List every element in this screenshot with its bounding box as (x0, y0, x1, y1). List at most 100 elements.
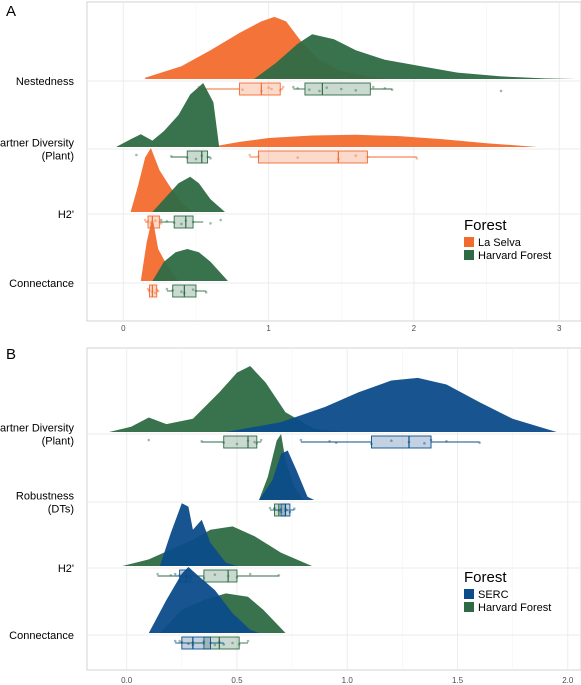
category-label: Partner Diversity (Plant) (0, 138, 75, 163)
data-point (200, 154, 204, 157)
data-point (148, 289, 151, 292)
data-point (293, 507, 296, 510)
legend-swatch (464, 602, 474, 612)
data-point (370, 442, 373, 446)
box (173, 215, 194, 229)
data-point (194, 157, 198, 161)
data-point (204, 291, 208, 294)
data-point (299, 438, 303, 442)
data-point (268, 506, 272, 510)
category-label: H2' (58, 209, 74, 221)
x-tick-label: 2.0 (562, 676, 574, 685)
data-point (213, 643, 217, 647)
data-point (371, 85, 375, 89)
data-point (202, 640, 206, 643)
data-point (270, 87, 273, 91)
data-point (173, 639, 177, 643)
data-point (173, 572, 177, 576)
data-point (156, 572, 159, 576)
category-label: Partner Diversity (Plant) (0, 423, 75, 448)
data-point (146, 287, 150, 291)
panel-letter: B (6, 346, 16, 363)
x-tick-label: 2 (412, 324, 417, 333)
data-point (194, 289, 198, 293)
panel-b: B 0.0 0.5 1.0 1.5 2.0 Partner Diversity (Plant)… (0, 346, 581, 685)
data-point (156, 289, 160, 293)
data-point (241, 88, 244, 91)
x-tick-label: 0 (121, 324, 126, 333)
data-point (222, 643, 226, 646)
data-point (415, 157, 419, 160)
legend-title: Forest (464, 217, 507, 234)
density-harvard-forest (116, 83, 220, 147)
data-point (159, 222, 163, 225)
data-point (318, 89, 321, 93)
data-point (273, 506, 276, 510)
data-point (191, 288, 195, 291)
data-point (354, 154, 358, 157)
data-point (209, 641, 212, 645)
density-la-selva (130, 148, 194, 212)
data-point (366, 155, 369, 159)
data-point (169, 574, 173, 577)
data-point (257, 155, 260, 158)
density-serc (148, 567, 260, 633)
x-tick-label: 0.5 (231, 676, 243, 685)
data-point (146, 220, 150, 223)
data-point (334, 441, 338, 444)
box (304, 82, 371, 96)
data-point (325, 86, 329, 89)
data-point (278, 89, 282, 92)
data-point (180, 641, 184, 644)
data-point (169, 155, 173, 158)
data-point (255, 442, 259, 445)
data-point (328, 440, 331, 443)
data-point (135, 153, 138, 157)
data-point (151, 290, 154, 293)
legend-swatch (464, 250, 474, 260)
data-point (200, 440, 203, 443)
box (203, 569, 238, 583)
data-point (222, 441, 226, 444)
box (186, 150, 209, 164)
data-point (235, 576, 239, 579)
data-point (171, 289, 175, 292)
data-point (260, 89, 263, 93)
data-point (337, 157, 340, 161)
data-point (281, 85, 285, 89)
data-point (165, 287, 169, 291)
data-point (178, 639, 181, 643)
panel-a: A 0 1 2 3 Nestedness Partner Diversity (Plant) H… (0, 1, 581, 333)
data-point (390, 439, 393, 442)
data-point (153, 291, 157, 295)
data-point (153, 219, 157, 222)
density-harvard-forest (254, 34, 577, 79)
density-harvard-forest (152, 249, 228, 281)
legend-title: Forest (464, 569, 507, 586)
data-point (226, 574, 230, 578)
data-point (235, 442, 239, 446)
data-point (231, 641, 234, 645)
category-label: Nestedness (16, 76, 75, 88)
data-point (219, 218, 222, 222)
data-point (339, 87, 343, 91)
plot-border (86, 347, 581, 671)
data-point (202, 576, 206, 580)
data-point (165, 220, 169, 223)
data-point (237, 643, 241, 646)
data-point (296, 87, 299, 90)
data-point (172, 221, 176, 224)
density-serc (259, 450, 315, 500)
box (223, 435, 258, 449)
data-point (248, 572, 252, 576)
data-point (178, 574, 181, 577)
category-label: Connectance (9, 630, 74, 642)
data-point (499, 89, 503, 93)
data-point (218, 640, 221, 643)
data-point (209, 157, 212, 160)
data-point (383, 87, 387, 90)
data-point (423, 442, 426, 445)
density-harvard-forest (109, 366, 348, 432)
